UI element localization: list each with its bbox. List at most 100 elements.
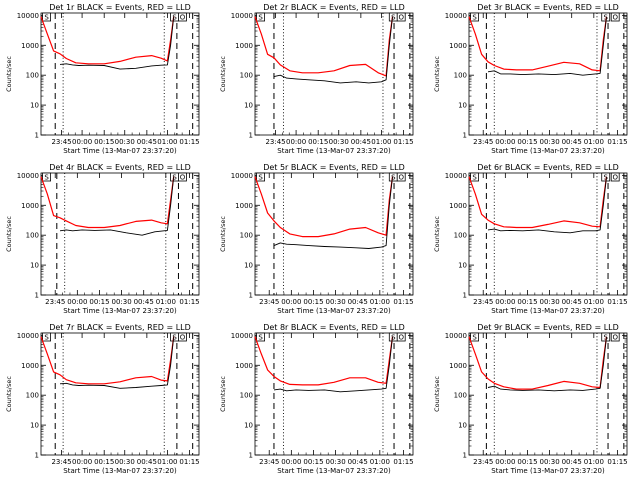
x-axis-label: Start Time (13-Mar-07 23:37:20) bbox=[63, 467, 177, 475]
x-tick-label: 00:00 bbox=[495, 458, 515, 466]
lld-series-line bbox=[40, 16, 175, 65]
x-tick-label: 00:30 bbox=[539, 298, 559, 306]
plot-frame bbox=[40, 172, 200, 296]
x-tick-label: 01:15 bbox=[393, 298, 413, 306]
x-tick-label: 00:15 bbox=[517, 298, 537, 306]
x-tick-label: 00:30 bbox=[325, 458, 345, 466]
chart-panel-6: Det 6r BLACK = Events, RED = LLD 1 10 100 10… bbox=[433, 163, 628, 315]
chart-title: Det 8r BLACK = Events, RED = LLD bbox=[263, 323, 405, 332]
plot-frame bbox=[254, 172, 414, 296]
y-tick-label: 10 bbox=[244, 262, 253, 270]
y-tick-label: 10000 bbox=[445, 332, 467, 340]
corner-marker-box bbox=[256, 172, 265, 182]
y-tick-label: 100 bbox=[454, 232, 467, 240]
x-tick-label: 01:00 bbox=[584, 138, 604, 146]
corner-marker-label: O bbox=[398, 14, 404, 22]
x-tick-label: 00:00 bbox=[495, 138, 515, 146]
corner-marker-label: S bbox=[391, 174, 396, 182]
corner-marker-label: S bbox=[472, 334, 477, 342]
events-series-line bbox=[273, 16, 393, 84]
corner-marker-label: S bbox=[391, 14, 396, 22]
y-tick-label: 1000 bbox=[21, 362, 39, 370]
corner-marker-box bbox=[610, 332, 620, 342]
y-tick-label: 1000 bbox=[449, 42, 467, 50]
chart-panel-4: Det 4r BLACK = Events, RED = LLD 1 10 100 10… bbox=[5, 163, 200, 315]
x-tick-label: 00:45 bbox=[134, 298, 154, 306]
y-axis-label: Counts/sec bbox=[433, 56, 441, 92]
y-tick-label: 1 bbox=[463, 132, 467, 140]
x-axis-label: Start Time (13-Mar-07 23:37:20) bbox=[491, 147, 605, 155]
lld-series-line bbox=[40, 336, 175, 385]
corner-marker-label: S bbox=[172, 334, 177, 342]
x-tick-label: 01:15 bbox=[179, 458, 199, 466]
lld-series-line bbox=[254, 176, 394, 238]
y-axis-label: Counts/sec bbox=[219, 376, 227, 412]
y-tick-label: 10000 bbox=[231, 172, 253, 180]
x-tick-label: 23:45 bbox=[45, 298, 65, 306]
y-tick-label: 10000 bbox=[231, 332, 253, 340]
y-tick-label: 100 bbox=[240, 72, 253, 80]
y-tick-label: 1 bbox=[249, 292, 253, 300]
y-tick-label: 1000 bbox=[449, 362, 467, 370]
x-tick-label: 00:45 bbox=[348, 298, 368, 306]
corner-marker-box bbox=[470, 172, 479, 182]
y-axis-label: Counts/sec bbox=[5, 56, 13, 92]
chart-panel-8: Det 8r BLACK = Events, RED = LLD 1 10 100 10… bbox=[219, 323, 414, 475]
y-tick-label: 10000 bbox=[231, 12, 253, 20]
x-tick-label: 23:45 bbox=[51, 458, 71, 466]
corner-marker-label: S bbox=[472, 14, 477, 22]
chart-panel-3: Det 3r BLACK = Events, RED = LLD 1 10 100 10… bbox=[433, 3, 628, 155]
y-tick-label: 1000 bbox=[235, 362, 253, 370]
y-tick-label: 100 bbox=[454, 72, 467, 80]
chart-panel-1: Det 1r BLACK = Events, RED = LLD 1 10 100 10… bbox=[5, 3, 200, 155]
x-tick-label: 01:00 bbox=[584, 458, 604, 466]
corner-marker-box bbox=[396, 172, 406, 182]
y-tick-label: 1 bbox=[463, 452, 467, 460]
y-tick-label: 1 bbox=[249, 452, 253, 460]
corner-marker-label: S bbox=[472, 174, 477, 182]
corner-marker-label: S bbox=[391, 334, 396, 342]
corner-marker-box bbox=[178, 332, 187, 342]
y-tick-label: 100 bbox=[454, 392, 467, 400]
corner-marker-label: S bbox=[44, 14, 49, 22]
x-tick-label: 00:15 bbox=[94, 138, 114, 146]
y-tick-label: 10000 bbox=[445, 12, 467, 20]
corner-marker-box bbox=[470, 12, 479, 22]
corner-marker-label: S bbox=[172, 14, 177, 22]
y-tick-label: 10000 bbox=[445, 172, 467, 180]
corner-marker-box bbox=[256, 12, 265, 22]
x-tick-label: 00:15 bbox=[94, 458, 114, 466]
corner-marker-box bbox=[42, 172, 51, 182]
lld-series-line bbox=[468, 16, 608, 72]
plot-frame bbox=[40, 12, 200, 136]
x-tick-label: 01:15 bbox=[179, 138, 199, 146]
corner-marker-label: O bbox=[180, 334, 186, 342]
chart-title: Det 1r BLACK = Events, RED = LLD bbox=[49, 3, 191, 12]
x-tick-label: 00:45 bbox=[351, 138, 371, 146]
plot-frame bbox=[254, 332, 414, 456]
corner-marker-box bbox=[178, 12, 187, 22]
lld-series-line bbox=[40, 176, 175, 229]
chart-panel-5: Det 5r BLACK = Events, RED = LLD 1 10 100 10… bbox=[219, 163, 414, 315]
y-tick-label: 1 bbox=[35, 132, 39, 140]
x-tick-label: 00:30 bbox=[329, 138, 349, 146]
y-axis-label: Counts/sec bbox=[433, 376, 441, 412]
x-tick-label: 00:00 bbox=[281, 458, 301, 466]
x-tick-label: 01:15 bbox=[607, 298, 627, 306]
y-tick-label: 10 bbox=[458, 102, 467, 110]
x-tick-label: 01:15 bbox=[607, 458, 627, 466]
y-tick-label: 10 bbox=[30, 102, 39, 110]
x-tick-label: 00:30 bbox=[115, 458, 135, 466]
y-axis-label: Counts/sec bbox=[219, 56, 227, 92]
y-tick-label: 1 bbox=[35, 292, 39, 300]
x-tick-label: 23:45 bbox=[259, 298, 279, 306]
y-tick-label: 10000 bbox=[17, 12, 39, 20]
corner-marker-label: S bbox=[258, 174, 263, 182]
x-axis-label: Start Time (13-Mar-07 23:37:20) bbox=[491, 307, 605, 315]
x-tick-label: 00:45 bbox=[348, 458, 368, 466]
x-axis-label: Start Time (13-Mar-07 23:37:20) bbox=[63, 307, 177, 315]
y-tick-label: 10 bbox=[244, 102, 253, 110]
y-tick-label: 1000 bbox=[21, 42, 39, 50]
